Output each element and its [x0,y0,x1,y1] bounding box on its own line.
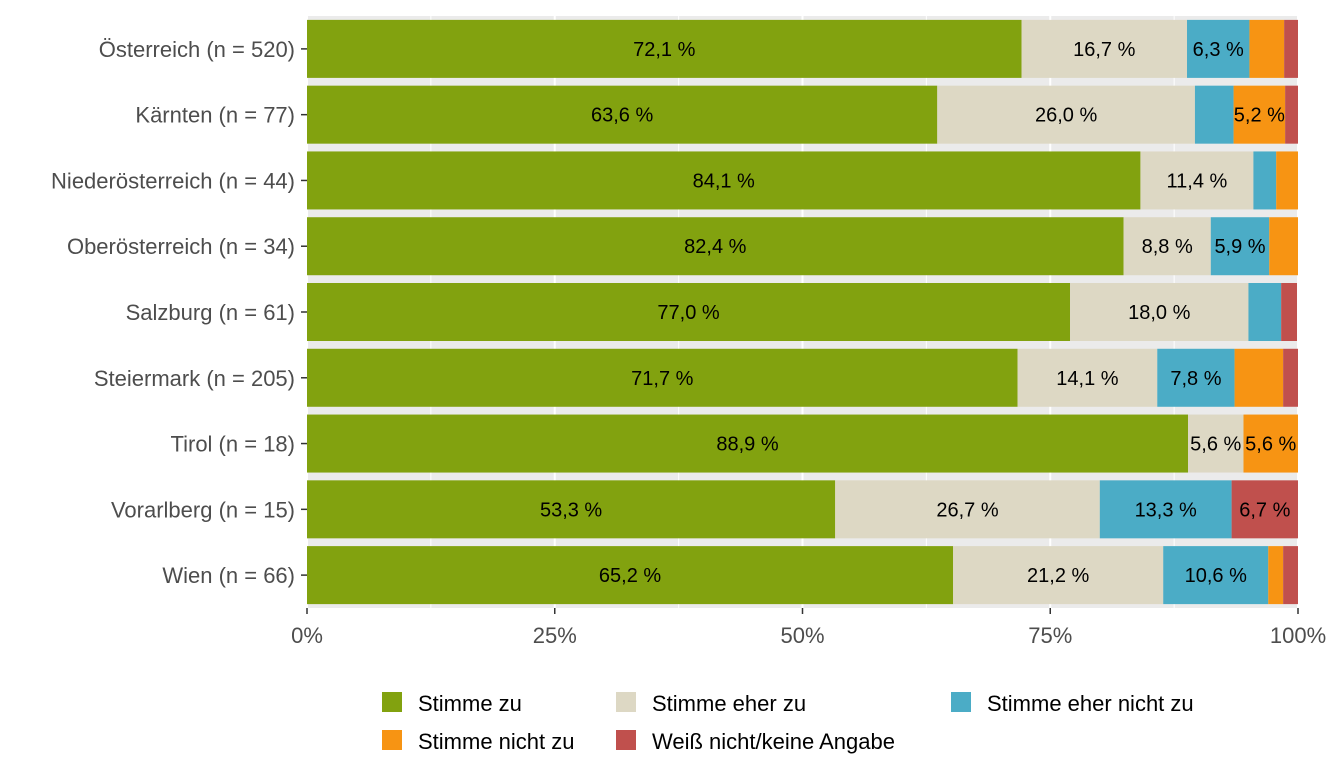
bar-segment [1253,151,1277,210]
bar-segment [307,151,1141,210]
legend-label: Stimme eher nicht zu [987,691,1194,716]
data-label: 13,3 % [1135,499,1197,521]
bar-segment [1017,348,1158,407]
bar-segment [1269,217,1298,276]
data-label: 5,2 % [1234,105,1285,127]
legend-key [382,692,402,712]
bar-segment [307,85,938,144]
bar-segment [307,414,1188,473]
data-label: 63,6 % [591,105,653,127]
data-label: 53,3 % [540,499,602,521]
bar-segment [307,217,1124,276]
data-label: 10,6 % [1185,565,1247,587]
legend: Stimme zu Stimme eher zu Stimme eher nicht… [382,691,1194,754]
x-tick-label: 75% [1028,623,1072,648]
bar-segment [1284,19,1298,78]
data-label: 21,2 % [1027,565,1089,587]
bar-segment [1233,85,1286,144]
bar-segment [1281,283,1298,341]
bar-segment [1194,85,1234,144]
data-label: 8,8 % [1142,236,1193,258]
data-label: 84,1 % [693,170,755,192]
data-label: 7,8 % [1170,368,1221,390]
category-label: Niederösterreich (n = 44) [51,168,295,193]
bar-segment [1099,480,1232,539]
bar-segment [1243,414,1298,473]
category-label: Vorarlberg (n = 15) [111,497,295,522]
legend-key [616,730,636,750]
data-label: 5,9 % [1214,236,1265,258]
category-label: Tirol (n = 18) [170,432,295,457]
legend-label: Stimme nicht zu [418,729,575,754]
bar-segment [835,480,1100,539]
bar-segment [1070,283,1249,341]
data-label: 18,0 % [1128,302,1190,324]
x-tick-label: 25% [533,623,577,648]
bar-segment [1268,546,1284,605]
bar-segment [307,283,1071,341]
category-label: Kärnten (n = 77) [135,103,295,128]
bar-segment [1163,546,1269,605]
legend-label: Stimme eher zu [652,691,806,716]
bar-segment [1283,348,1298,407]
bar-segment [953,546,1164,605]
bar-segment [1248,283,1282,341]
data-label: 71,7 % [631,368,693,390]
bar-segment [1157,348,1235,407]
bar-segment [1021,19,1188,78]
legend-key [951,692,971,712]
x-tick-label: 100% [1270,623,1326,648]
data-label: 16,7 % [1073,39,1135,61]
data-label: 77,0 % [657,302,719,324]
data-label: 72,1 % [633,39,695,61]
legend-label: Stimme zu [418,691,522,716]
bar-segment [307,19,1022,78]
bar-segment [1276,151,1298,210]
data-label: 6,7 % [1239,499,1290,521]
bar-segment [307,348,1018,407]
bar-segment [1283,546,1298,605]
bar-segment [1234,348,1284,407]
data-label: 88,9 % [716,434,778,456]
data-label: 5,6 % [1245,434,1296,456]
bar-segment [307,480,836,539]
data-label: 65,2 % [599,565,661,587]
legend-key [382,730,402,750]
data-label: 5,6 % [1190,434,1241,456]
data-label: 6,3 % [1193,39,1244,61]
category-label: Wien (n = 66) [162,563,295,588]
legend-label: Weiß nicht/keine Angabe [652,729,895,754]
bar-segment [1123,217,1211,276]
data-label: 14,1 % [1056,368,1118,390]
bar-segment [937,85,1195,144]
category-label: Steiermark (n = 205) [94,366,295,391]
x-tick-label: 0% [291,623,323,648]
bar-segment [1249,19,1285,78]
category-label: Österreich (n = 520) [99,37,295,62]
bar-segment [1140,151,1254,210]
data-label: 11,4 % [1167,170,1228,192]
x-axis: 0% 25% 50% 75% 100% [291,608,1326,648]
bar-segment [1210,217,1270,276]
value-labels: 72,1 % 16,7 % 6,3 % 63,6 % 26,0 % 5,2 % 84,1 %… [540,39,1297,587]
bar-segment [1187,414,1244,473]
data-label: 26,0 % [1035,105,1097,127]
bar-segment [1285,85,1298,144]
data-label: 26,7 % [936,499,998,521]
x-tick-label: 50% [780,623,824,648]
data-label: 82,4 % [684,236,746,258]
bar-segment [307,546,954,605]
bars [307,19,1298,605]
bar-segment [1187,19,1250,78]
category-label: Salzburg (n = 61) [126,300,295,325]
category-label: Oberösterreich (n = 34) [67,234,295,259]
bar-segment [1231,480,1298,539]
category-axis: Österreich (n = 520) Kärnten (n = 77) Nied… [51,37,307,588]
legend-key [616,692,636,712]
